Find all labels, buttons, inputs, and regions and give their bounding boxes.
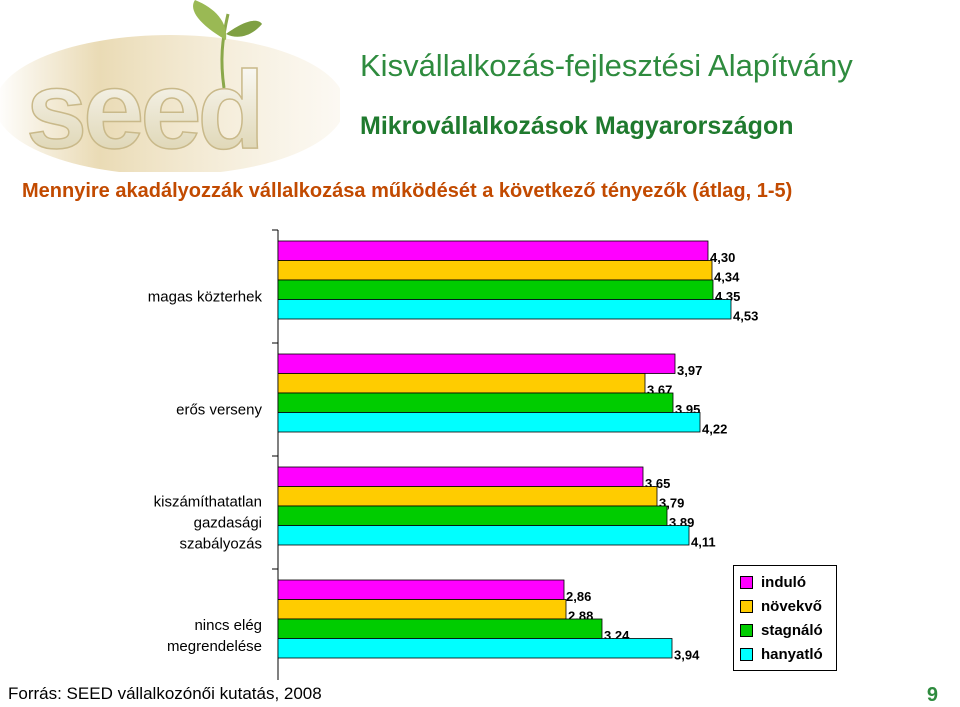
legend-swatch <box>740 647 753 661</box>
legend-item: hanyatló <box>740 642 830 666</box>
source-note: Forrás: SEED vállalkozónői kutatás, 2008 <box>8 684 322 703</box>
category-label: kiszámíthatatlan <box>154 494 262 511</box>
legend-swatch <box>740 623 753 637</box>
chart-title: Mennyire akadályozzák vállalkozása működ… <box>22 180 793 202</box>
legend-swatch <box>740 599 753 613</box>
sprout-leaf-icon <box>226 20 262 37</box>
data-label: 3,94 <box>674 647 700 662</box>
logo-text: seed <box>26 49 261 172</box>
organization-title: Kisvállalkozás-fejlesztési Alapítvány <box>360 48 853 83</box>
bar <box>277 412 701 433</box>
sprout-leaf-icon <box>193 0 227 40</box>
legend-item: stagnáló <box>740 618 830 642</box>
legend-label: növekvő <box>761 597 822 615</box>
bar <box>277 638 673 659</box>
bar <box>277 525 690 546</box>
bar <box>277 373 646 394</box>
bar <box>277 486 658 507</box>
data-label: 4,30 <box>710 250 735 265</box>
bar <box>277 392 674 413</box>
bar <box>277 353 676 374</box>
bar <box>277 579 565 600</box>
sprout-stem <box>220 13 230 89</box>
bar <box>277 260 713 281</box>
bar <box>277 299 732 320</box>
legend-swatch <box>740 575 753 589</box>
bar <box>277 240 709 261</box>
legend-label: induló <box>761 573 806 591</box>
category-label: gazdasági <box>194 515 262 532</box>
category-label: megrendelése <box>167 638 262 655</box>
data-label: 4,34 <box>714 269 740 284</box>
bar <box>277 618 603 639</box>
seed-logo: seed <box>0 0 340 172</box>
category-label: erős verseny <box>176 402 262 419</box>
page-number: 9 <box>926 684 938 706</box>
legend-label: stagnáló <box>761 621 823 639</box>
category-label: szabályozás <box>179 536 262 553</box>
logo-background <box>0 35 340 172</box>
bar <box>277 505 668 526</box>
bar <box>277 599 567 620</box>
legend-item: növekvő <box>740 594 830 618</box>
bar <box>277 466 644 487</box>
data-label: 4,11 <box>691 534 716 549</box>
legend-label: hanyatló <box>761 645 823 663</box>
data-label: 3,97 <box>677 363 702 378</box>
data-label: 4,53 <box>733 308 758 323</box>
legend-item: induló <box>740 570 830 594</box>
bar <box>277 279 714 300</box>
subtitle: Mikrovállalkozások Magyarországon <box>360 112 794 140</box>
data-label: 2,86 <box>566 589 591 604</box>
category-label: magas közterhek <box>148 289 263 306</box>
category-label: nincs elég <box>194 617 262 634</box>
chart-legend: induló növekvő stagnáló hanyatló <box>733 565 837 671</box>
data-label: 4,22 <box>702 421 727 436</box>
